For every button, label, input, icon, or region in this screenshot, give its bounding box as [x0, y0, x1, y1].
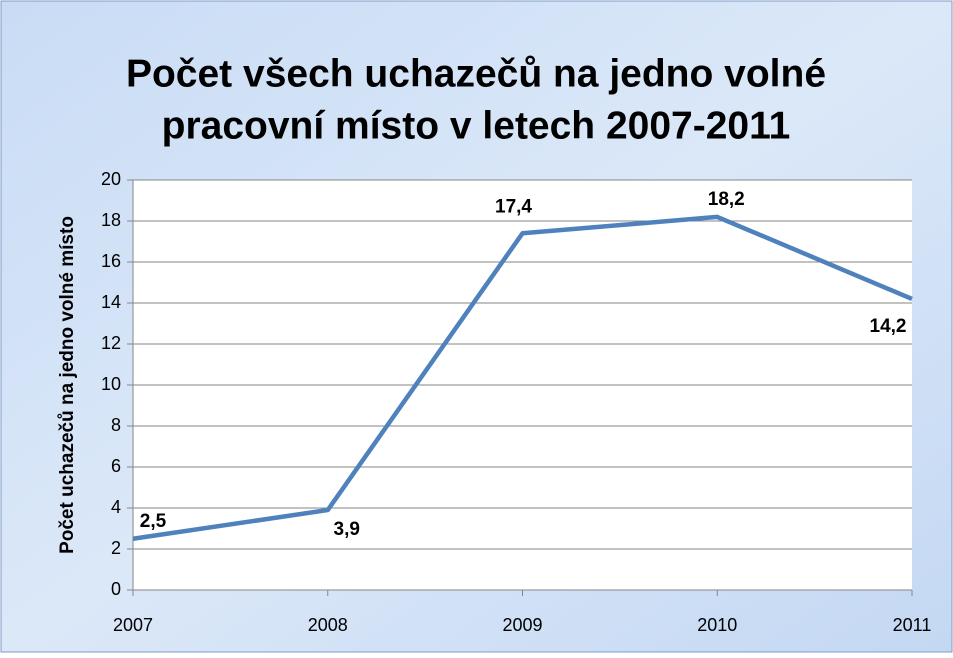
data-label: 2,5	[140, 511, 167, 532]
y-tick-label: 10	[101, 374, 121, 394]
x-tick-label: 2009	[502, 615, 542, 635]
x-tick-label: 2008	[308, 615, 348, 635]
y-tick-label: 2	[111, 538, 121, 558]
y-tick-label: 12	[101, 333, 121, 353]
chart-title: pracovní místo v letech 2007-2011	[162, 104, 791, 147]
data-label: 14,2	[870, 316, 907, 337]
y-tick-label: 0	[111, 579, 121, 599]
data-label: 18,2	[708, 189, 745, 210]
x-tick-label: 2007	[113, 615, 153, 635]
y-tick-label: 18	[101, 210, 121, 230]
x-tick-label: 2011	[893, 615, 932, 635]
y-tick-label: 14	[101, 292, 121, 312]
data-label: 17,4	[495, 196, 532, 217]
y-tick-label: 16	[101, 251, 121, 271]
x-tick-label: 2010	[697, 615, 737, 635]
line-series	[132, 214, 913, 541]
y-tick-label: 8	[111, 415, 121, 435]
y-tick-label: 20	[101, 169, 121, 189]
y-axis-label: Počet uchazečů na jedno volné místo	[57, 216, 78, 554]
data-label: 3,9	[334, 519, 360, 540]
y-tick-label: 6	[111, 456, 121, 476]
chart-title: Počet všech uchazečů na jedno volné	[126, 52, 826, 95]
y-tick-label: 4	[111, 497, 121, 517]
